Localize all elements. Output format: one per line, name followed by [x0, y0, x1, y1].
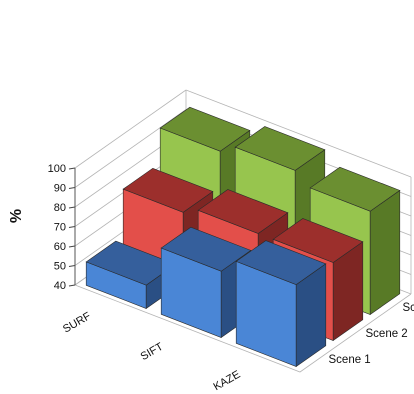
- category-label-sift: SIFT: [139, 341, 166, 363]
- gridline-left-100: [74, 89, 187, 169]
- category-label-surf: SURF: [61, 310, 93, 336]
- bar-top-face: [234, 126, 326, 171]
- series-label-3: Scene 3: [403, 302, 414, 314]
- y-tick-label-100: 100: [48, 163, 66, 175]
- bar-top-face: [197, 189, 289, 234]
- y-tick-mark-50: [68, 265, 76, 267]
- gridline-left-90: [74, 109, 187, 188]
- y-tick-mark-70: [68, 226, 76, 228]
- bar-top-face: [122, 167, 214, 213]
- bar-kaze-scene-1: [235, 240, 327, 368]
- y-tick-label-70: 70: [54, 222, 66, 234]
- y-tick-label-80: 80: [54, 202, 66, 214]
- y-tick-mark-90: [68, 187, 76, 189]
- y-tick-mark-60: [68, 245, 76, 248]
- y-tick-label-60: 60: [54, 241, 66, 253]
- series-label-2: Scene 2: [366, 328, 408, 340]
- y-tick-label-50: 50: [54, 261, 66, 273]
- y-tick-label-40: 40: [54, 280, 66, 292]
- y-tick-mark-40: [68, 284, 76, 287]
- series-label-1: Scene 1: [329, 354, 371, 366]
- bar-top-face: [160, 226, 252, 272]
- bar-top-face: [272, 218, 364, 263]
- bar-top-face: [159, 106, 251, 152]
- bars-layer: [85, 106, 401, 368]
- bar-top-face: [235, 240, 327, 285]
- y-tick-mark-80: [68, 206, 76, 209]
- y-tick-label-90: 90: [54, 183, 66, 195]
- y-tick-mark-100: [68, 167, 76, 170]
- gridline-back-100: [185, 89, 412, 178]
- y-axis-title: %: [8, 209, 25, 223]
- category-label-kaze: KAZE: [212, 369, 243, 394]
- bar-side-face: [369, 189, 401, 316]
- bar-top-face: [309, 166, 401, 212]
